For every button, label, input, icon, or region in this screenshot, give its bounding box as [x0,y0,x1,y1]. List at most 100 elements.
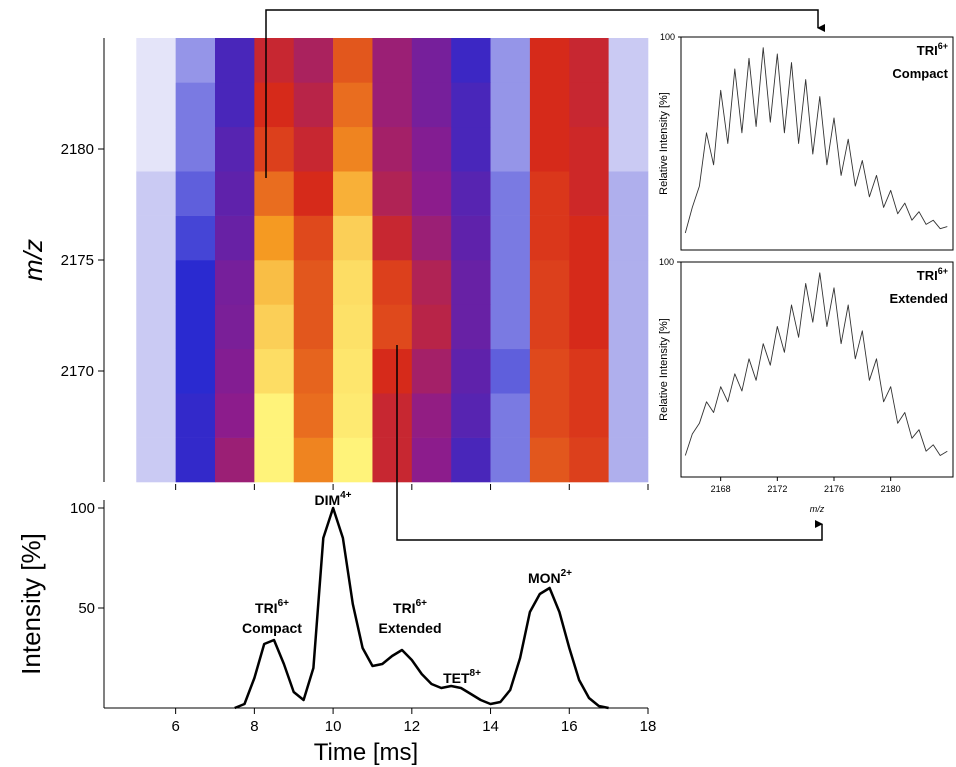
x-tick-label: 2176 [824,484,844,494]
x-tick-label: 2172 [767,484,787,494]
peak-label-line2: Compact [242,620,302,636]
heatmap-cell [175,126,216,172]
heatmap-cell [451,437,491,483]
heatmap-cell [608,82,649,128]
heatmap-cell [333,82,373,128]
heatmap-cell [529,82,570,128]
heatmap-cell [293,437,334,483]
heatmap-cell [569,304,609,350]
heatmap-cell [372,304,413,350]
peak-label-sup: 4+ [340,490,352,501]
heatmap-cell [372,82,413,128]
heatmap-cell [451,126,491,172]
x-tick-label: 12 [403,718,420,735]
heatmap-cell [372,393,413,438]
heatmap-cell [490,126,531,172]
heatmap-cell [411,393,452,438]
heatmap-cell [175,38,216,83]
heatmap-cell [451,171,491,216]
data-line [234,506,609,710]
heatmap-cell [254,171,295,216]
heatmap-cell [411,82,452,128]
heatmap-cell [529,393,570,438]
peak-label-sup: 6+ [416,598,428,609]
y-tick-label: 2175 [61,252,94,269]
heatmap-cell [333,260,373,305]
heatmap-cell [136,38,176,83]
y-tick-label: 100 [70,500,95,517]
heatmap-cell [490,437,531,483]
heatmap-cell [529,171,570,216]
heatmap-cell [529,126,570,172]
heatmap-cell [254,126,295,172]
heatmap-cell [175,260,216,305]
heatmap-cell [490,348,531,394]
heatmap-cell [175,171,216,216]
x-axis-title: Time [ms] [314,739,418,766]
heatmap-cell [569,82,609,128]
heatmap-cell [608,304,649,350]
inset-subtitle: Extended [889,291,948,306]
heatmap-cell [215,304,255,350]
peak-label-sup: 8+ [470,668,482,679]
x-tick-label: 18 [640,718,657,735]
heatmap-cell [333,38,373,83]
peak-label: TRI6+ [393,598,427,616]
inset-title: TRI6+ [917,266,948,283]
heatmap-cell [490,393,531,438]
heatmap-cell [215,215,255,261]
heatmap-cell [175,215,216,261]
heatmap-cell [608,348,649,394]
x-axis-title: m/z [810,504,825,514]
heatmap-cell [136,171,176,216]
heatmap-cell [254,215,295,261]
heatmap-cell [451,393,491,438]
heatmap-cell [411,437,452,483]
x-tick-label: 16 [561,718,578,735]
x-tick-label: 8 [250,718,258,735]
heatmap-cell [569,348,609,394]
heatmap-cell [529,348,570,394]
heatmap-cell [569,437,609,483]
peak-label-line2: Extended [378,620,441,636]
heatmap-cell [529,38,570,83]
heatmap-cell [451,38,491,83]
heatmap-cell [490,171,531,216]
inset-subtitle: Compact [892,66,948,81]
heatmap-cell [529,260,570,305]
heatmap-cell [293,304,334,350]
heatmap-cell [608,437,649,483]
heatmap-cell [372,348,413,394]
heatmap-cell [293,38,334,83]
y-axis-title: Relative Intensity [%] [658,318,670,421]
y-tick-label: 2170 [61,363,94,380]
heatmap-cell [136,82,176,128]
peak-label-sup: 2+ [561,568,573,579]
peak-label-text: TRI [255,600,278,616]
y-tick-label: 50 [78,600,95,617]
heatmap-cell [411,304,452,350]
inset-title: TRI6+ [917,41,948,58]
heatmap-cell [569,171,609,216]
heatmap-cell [254,304,295,350]
connector-arrow [396,345,823,541]
heatmap-cell [175,304,216,350]
y-axis-title: Relative Intensity [%] [658,92,670,195]
peak-label: TET8+ [443,668,481,686]
heatmap-cell [136,304,176,350]
heatmap-cell [333,215,373,261]
peak-label: MON2+ [528,568,572,586]
heatmap-cell [608,393,649,438]
heatmap-cell [175,348,216,394]
x-tick-label: 6 [171,718,179,735]
data-line [684,47,948,234]
heatmap-cell [411,171,452,216]
heatmap-cell [333,126,373,172]
peak-label-text: TRI [393,600,416,616]
heatmap-cell [372,437,413,483]
heatmap-cell [569,38,609,83]
peak-label-text: MON [528,570,561,586]
x-tick-label: 10 [325,718,342,735]
